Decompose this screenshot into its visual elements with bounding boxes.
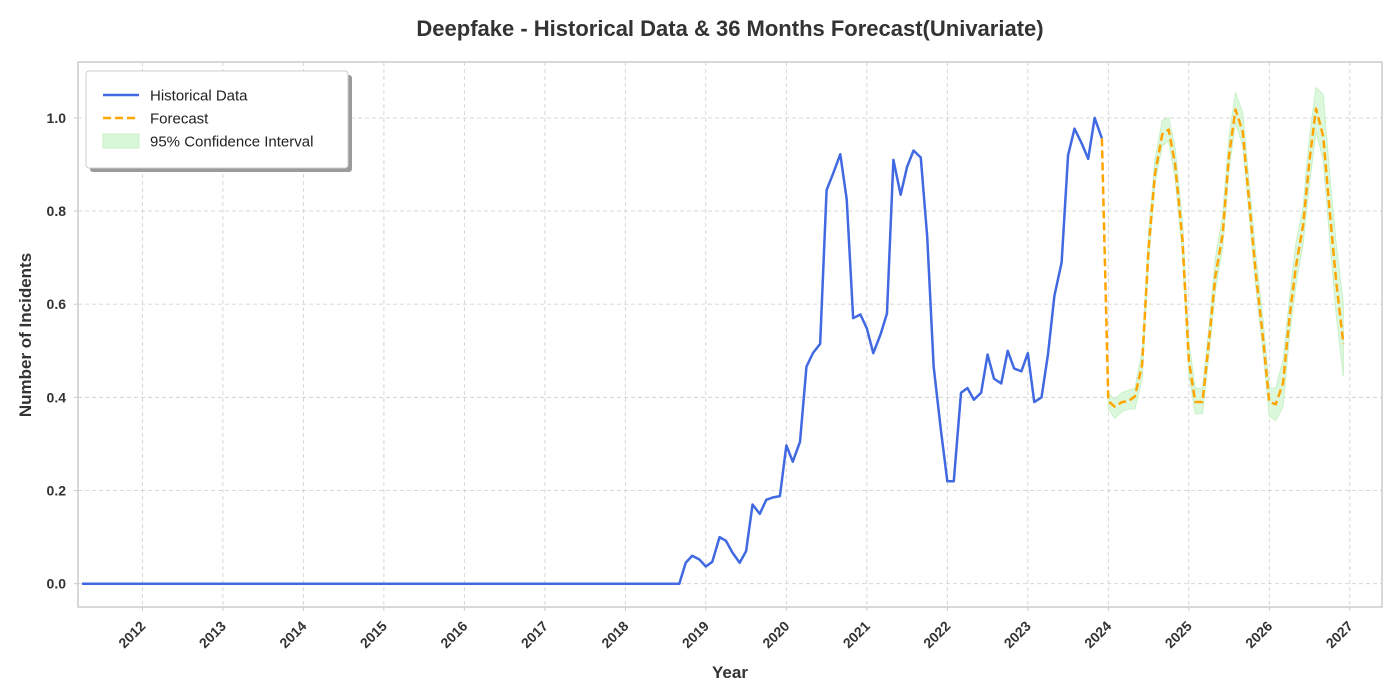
x-tick-label: 2023 [1001, 618, 1034, 651]
legend: Historical Data Forecast 95% Confidence … [85, 70, 352, 172]
series-lines [82, 107, 1345, 585]
x-axis-ticks: 2012 2013 2014 2015 2016 2017 2018 2019 2020 2021… [115, 607, 1356, 651]
x-tick-label: 2020 [759, 618, 792, 651]
legend-swatch-confidence-interval [102, 133, 140, 149]
y-tick-label: 0.4 [47, 389, 67, 405]
x-tick-label: 2025 [1162, 618, 1195, 651]
x-tick-label: 2021 [840, 618, 873, 651]
x-tick-label: 2012 [115, 618, 148, 651]
y-tick-label: 1.0 [47, 110, 67, 126]
legend-label-historical: Historical Data [150, 88, 248, 105]
x-tick-label: 2015 [357, 618, 390, 651]
x-tick-label: 2014 [276, 618, 309, 651]
legend-box [85, 70, 349, 169]
y-tick-label: 0.0 [47, 576, 67, 592]
y-tick-label: 0.6 [47, 296, 67, 312]
x-tick-label: 2013 [196, 618, 229, 651]
y-axis-ticks: 0.0 0.2 0.4 0.6 0.8 1.0 [47, 110, 78, 592]
chart-title: Deepfake - Historical Data & 36 Months F… [416, 16, 1043, 41]
plot-frame [77, 61, 1383, 608]
x-tick-label: 2024 [1081, 618, 1114, 651]
x-tick-label: 2019 [679, 618, 712, 651]
x-tick-label: 2027 [1323, 618, 1356, 651]
historical-data-line [82, 116, 1104, 585]
x-tick-label: 2026 [1242, 618, 1275, 651]
x-axis-label: Year [712, 663, 748, 682]
confidence-interval-band [1107, 86, 1344, 422]
y-tick-label: 0.8 [47, 203, 67, 219]
y-tick-label: 0.2 [47, 483, 67, 499]
y-axis-label: Number of Incidents [16, 253, 35, 417]
x-tick-label: 2016 [437, 618, 470, 651]
forecast-line [1100, 107, 1345, 408]
x-tick-label: 2018 [598, 618, 631, 651]
x-tick-label: 2022 [920, 618, 953, 651]
legend-label-forecast: Forecast [150, 111, 209, 128]
legend-label-confidence-interval: 95% Confidence Interval [150, 134, 313, 151]
confidence-interval-area [1107, 86, 1344, 422]
x-tick-label: 2017 [518, 618, 551, 651]
